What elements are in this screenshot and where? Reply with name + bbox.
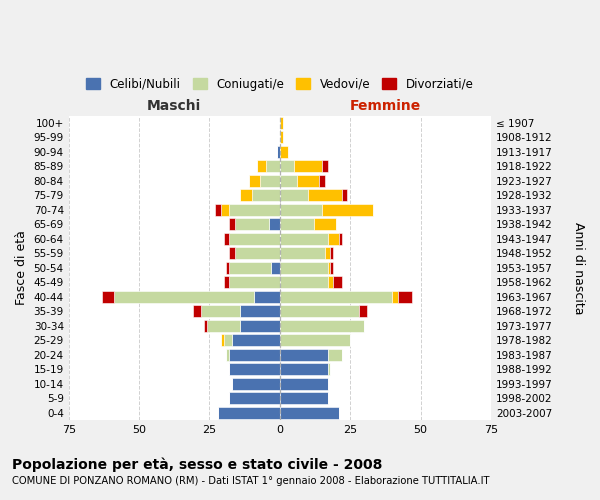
Bar [280,204,322,216]
Bar [359,306,367,318]
Bar [392,291,398,303]
Bar [229,233,280,245]
Bar [280,334,350,346]
Bar [280,233,328,245]
Bar [342,190,347,202]
Bar [254,291,280,303]
Bar [229,204,280,216]
Bar [314,218,336,230]
Bar [229,218,235,230]
Bar [241,190,251,202]
Bar [229,392,280,404]
Bar [280,392,328,404]
Bar [232,378,280,390]
Bar [280,190,308,202]
Bar [280,175,296,187]
Bar [193,306,201,318]
Bar [331,248,333,260]
Bar [294,160,322,172]
Bar [280,262,328,274]
Bar [114,291,254,303]
Bar [241,306,280,318]
Bar [224,334,232,346]
Bar [322,160,328,172]
Bar [218,407,280,419]
Bar [280,320,364,332]
Bar [103,291,114,303]
Legend: Celibi/Nubili, Coniugati/e, Vedovi/e, Divorziati/e: Celibi/Nubili, Coniugati/e, Vedovi/e, Di… [82,73,478,96]
Bar [251,190,280,202]
Bar [224,233,229,245]
Bar [325,248,331,260]
Bar [333,276,342,288]
Bar [328,262,331,274]
Bar [328,364,331,376]
Text: Popolazione per età, sesso e stato civile - 2008: Popolazione per età, sesso e stato civil… [12,458,382,472]
Bar [266,160,280,172]
Bar [204,320,206,332]
Bar [232,334,280,346]
Bar [308,190,342,202]
Bar [224,276,229,288]
Bar [328,276,333,288]
Bar [226,262,229,274]
Bar [339,233,342,245]
Bar [269,218,280,230]
Bar [328,233,339,245]
Bar [398,291,412,303]
Bar [221,204,229,216]
Bar [280,117,283,129]
Bar [280,291,392,303]
Bar [235,248,280,260]
Bar [260,175,280,187]
Bar [280,276,328,288]
Bar [280,248,325,260]
Bar [280,364,328,376]
Bar [296,175,319,187]
Bar [235,218,269,230]
Bar [201,306,241,318]
Y-axis label: Anni di nascita: Anni di nascita [572,222,585,314]
Bar [322,204,373,216]
Bar [241,320,280,332]
Bar [280,407,339,419]
Bar [229,248,235,260]
Bar [206,320,241,332]
Bar [257,160,266,172]
Bar [328,349,342,361]
Bar [215,204,221,216]
Bar [280,132,283,143]
Bar [280,378,328,390]
Y-axis label: Fasce di età: Fasce di età [15,230,28,306]
Bar [280,146,288,158]
Bar [229,364,280,376]
Bar [229,262,271,274]
Bar [280,160,294,172]
Bar [280,306,359,318]
Bar [280,349,328,361]
Bar [229,276,280,288]
Text: Femmine: Femmine [350,99,421,113]
Bar [229,349,280,361]
Bar [221,334,224,346]
Bar [319,175,325,187]
Bar [271,262,280,274]
Bar [249,175,260,187]
Bar [331,262,333,274]
Bar [277,146,280,158]
Bar [280,218,314,230]
Bar [226,349,229,361]
Text: Maschi: Maschi [147,99,202,113]
Text: COMUNE DI PONZANO ROMANO (RM) - Dati ISTAT 1° gennaio 2008 - Elaborazione TUTTIT: COMUNE DI PONZANO ROMANO (RM) - Dati IST… [12,476,490,486]
